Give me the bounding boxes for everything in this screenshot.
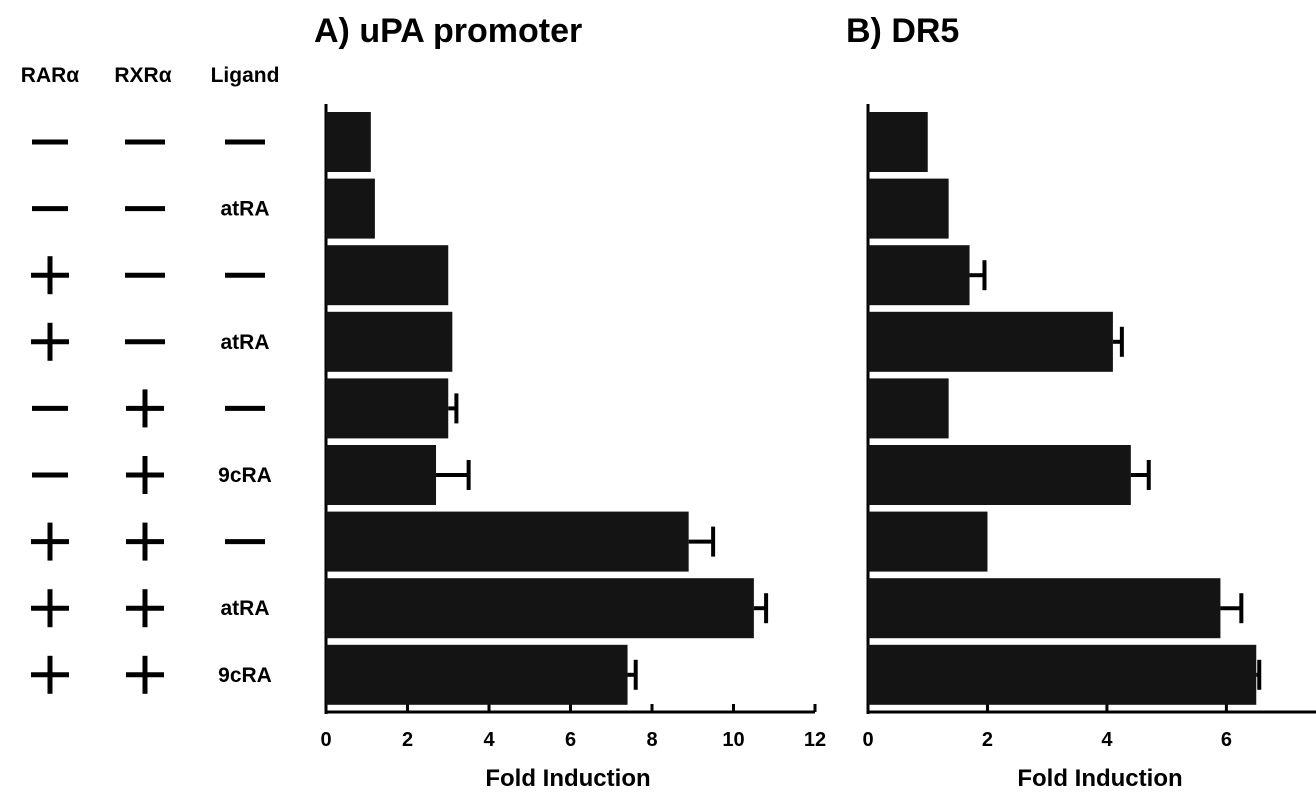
panel-a-xlabel: Fold Induction [485,765,650,792]
bar [868,644,1257,705]
row-ligand-label: atRA [220,597,269,620]
row-ligand-label: atRA [220,331,269,354]
panel-a: 0 2 4 6 8 10 12 [320,104,826,751]
bar [326,511,689,572]
bar [868,511,988,572]
bar [868,311,1113,372]
error-bar [1130,460,1151,490]
bar [326,445,437,505]
bar [326,644,628,705]
error-bar [1112,326,1124,357]
x-tick-label: 10 [722,729,744,751]
error-bar [688,526,716,557]
x-tick-label: 0 [320,729,331,751]
row-rar-plus [31,256,69,295]
x-tick-label: 8 [646,729,657,751]
x-tick-label: 12 [804,729,826,751]
row-ligand-label: atRA [220,198,269,221]
panel-b-title: B) DR5 [846,12,959,50]
error-bar [436,460,471,490]
x-tick-label: 2 [982,729,993,751]
x-tick-label: 0 [862,729,873,751]
error-bar [627,659,638,690]
row-rar-plus [31,522,69,561]
error-bar [753,593,769,624]
header-rar: RARα [21,64,79,87]
bar [868,378,949,439]
bar [868,245,970,306]
bar [868,178,949,239]
bar [326,245,449,306]
bar [326,311,453,372]
bar [326,178,375,239]
error-bar [969,260,987,291]
row-symbols: atRA atRA 9cRA atRA 9cRA [31,139,272,694]
error-bar [448,393,459,424]
error-bar [1256,659,1262,690]
row-rar-plus [31,655,69,694]
row-rxr-plus [126,522,164,561]
bar [326,378,449,439]
bar [868,445,1131,505]
x-tick-label: 6 [565,729,576,751]
panel-b-xlabel: Fold Induction [1017,765,1182,792]
row-rar-plus [31,322,69,361]
row-rxr-plus [126,456,164,494]
panel-b: 0 2 4 6 [862,104,1316,751]
x-tick-label: 4 [483,729,495,751]
bar [868,112,928,172]
row-rar-plus [31,589,69,628]
x-tick-label: 4 [1101,729,1113,751]
row-ligand-label: 9cRA [218,664,272,687]
row-rxr-plus [126,655,164,694]
row-rxr-plus [126,589,164,628]
x-tick-label: 6 [1221,729,1232,751]
row-ligand-label: 9cRA [218,464,272,487]
bar [868,578,1221,639]
row-rxr-plus [126,389,164,428]
error-bar [1220,593,1244,624]
bar [326,578,754,639]
header-ligand: Ligand [211,64,280,87]
panel-a-title: A) uPA promoter [314,12,582,50]
x-tick-label: 2 [402,729,413,751]
header-rxr: RXRα [114,64,171,87]
bar [326,112,371,172]
